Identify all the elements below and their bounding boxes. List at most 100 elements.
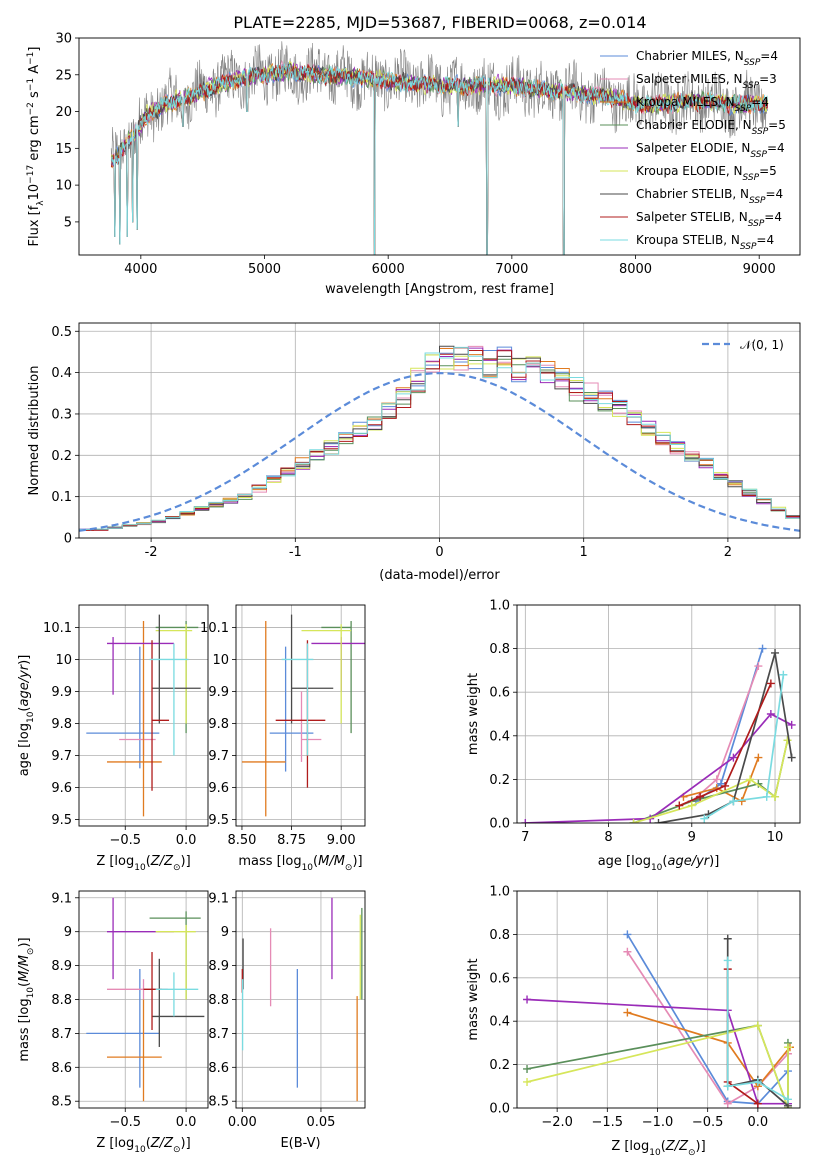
mass-vs-z-panel: −0.5 0.0 8.5 8.6 8.7 8.8 8.9 9 9.1 Z [log10(Z/Z⊙)… <box>17 890 209 1155</box>
axes-frame <box>78 890 209 1109</box>
age-vs-mass-panel: 8.50 8.75 9.00 9.5 9.6 9.7 9.8 9.9 10 10.1 mass [l… <box>200 604 366 873</box>
y-tick-label: 8.6 <box>51 1061 72 1076</box>
x-axis-label: age [log10(age/yr)] <box>598 854 720 873</box>
x-tick-label: 5000 <box>248 262 281 277</box>
weight-marker-salpeter_stelib <box>675 801 684 810</box>
y-tick-label: 0.0 <box>489 817 510 832</box>
x-tick-label: −0.5 <box>109 1115 141 1130</box>
x-tick-label: 9 <box>688 830 696 845</box>
x-tick-label: 0.00 <box>228 1115 257 1130</box>
y-tick-label: 8.9 <box>208 959 229 974</box>
weight-marker-salpeter_elodie <box>729 753 738 762</box>
y-tick-label: 9.8 <box>51 717 72 732</box>
weight-line-salpeter_elodie <box>526 998 788 1105</box>
axes-frame <box>78 322 801 539</box>
y-axis-label: mass [log10(M/M⊙)] <box>17 937 36 1061</box>
weight-marker-salpeter_stelib <box>696 792 705 801</box>
weight-marker-salpeter_miles <box>623 947 632 956</box>
x-tick-label: −1.5 <box>592 1115 624 1130</box>
y-tick-label: 9 <box>64 925 72 940</box>
weight-marker-salpeter_miles <box>712 775 721 784</box>
y-axis-label: mass weight <box>466 673 481 755</box>
y-tick-label: 8.5 <box>51 1095 72 1110</box>
weight-marker-salpeter_stelib <box>753 1099 762 1108</box>
x-tick-label: 4000 <box>124 262 157 277</box>
weight-marker-kroupa_elodie <box>783 1043 792 1052</box>
y-tick-label: 30 <box>55 32 72 47</box>
weight-marker-kroupa_stelib <box>779 670 788 679</box>
x-tick-label: 0 <box>435 545 443 560</box>
plot-area <box>86 614 201 817</box>
x-axis-label: Z [log10(Z/Z⊙)] <box>96 1136 190 1155</box>
mass-weight-vs-z-panel: −2.0 −1.5 −1.0 −0.5 0.0 0.0 0.2 0.4 0.6 0.8 1.0 Z [… <box>466 885 801 1158</box>
y-tick-label: 15 <box>55 142 72 157</box>
weight-marker-chabrier_stelib <box>654 819 663 823</box>
weight-marker-chabrier_miles <box>623 930 632 939</box>
legend-label-normal: 𝒩(0, 1) <box>740 338 784 352</box>
x-axis-label: Z [log10(Z/Z⊙)] <box>96 854 190 873</box>
plot-area <box>86 897 205 1102</box>
y-tick-label: 9.6 <box>51 781 72 796</box>
x-tick-label: −0.5 <box>692 1115 724 1130</box>
weight-marker-kroupa_stelib <box>729 797 738 806</box>
plot-area <box>241 897 363 1102</box>
x-tick-label: −1.0 <box>642 1115 674 1130</box>
y-tick-label: 9.7 <box>51 749 72 764</box>
x-axis-label: Z [log10(Z/Z⊙)] <box>611 1139 705 1158</box>
plot-area <box>241 614 365 817</box>
y-tick-label: 5 <box>64 215 72 230</box>
weight-line-salpeter_stelib <box>678 683 772 807</box>
plot-area <box>79 345 800 532</box>
weight-marker-kroupa_elodie <box>523 1077 532 1086</box>
weight-line-chabrier_elodie <box>633 740 789 823</box>
weight-line-chabrier_miles <box>626 933 789 1105</box>
weight-line-kroupa_miles <box>627 1011 791 1088</box>
weight-marker-chabrier_elodie <box>523 1064 532 1073</box>
y-tick-label: 9 <box>221 925 229 940</box>
x-tick-label: −0.5 <box>109 833 141 848</box>
weight-marker-kroupa_stelib <box>762 792 771 801</box>
y-tick-label: 0.4 <box>489 729 510 744</box>
legend-label-kroupa_stelib: Kroupa STELIB, NSSP=4 <box>636 233 774 252</box>
histogram-kroupa_stelib <box>79 346 800 530</box>
weight-line-salpeter_elodie <box>525 712 793 823</box>
figure-title: PLATE=2285, MJD=53687, FIBERID=0068, z=0… <box>233 13 646 32</box>
weight-marker-kroupa_stelib <box>753 1077 762 1086</box>
weight-marker-kroupa_elodie <box>746 775 755 784</box>
y-tick-label: 0.2 <box>489 773 510 788</box>
weight-marker-kroupa_stelib <box>723 1082 732 1091</box>
model-spectrum-kroupa_stelib <box>110 63 768 255</box>
y-tick-label: 10 <box>55 179 72 194</box>
x-axis-label: E(B-V) <box>280 1136 320 1151</box>
x-tick-label: 0.0 <box>176 1115 197 1130</box>
mass-vs-ebv-panel: 0.00 0.05 8.5 8.6 8.7 8.8 8.9 9 9.1 E(B-V) <box>208 890 366 1151</box>
y-tick-label: 9.9 <box>51 685 72 700</box>
weight-marker-salpeter_elodie <box>787 720 796 729</box>
y-tick-label: 0.8 <box>489 928 510 943</box>
legend-label-kroupa_miles: Kroupa MILES, NSSP=4 <box>636 95 769 114</box>
y-tick-label: 9.9 <box>208 685 229 700</box>
y-tick-label: 9.7 <box>208 749 229 764</box>
weight-marker-salpeter_elodie <box>766 710 775 718</box>
x-tick-label: 0.0 <box>748 1115 769 1130</box>
weight-marker-chabrier_stelib <box>787 753 796 762</box>
weight-marker-chabrier_miles <box>716 779 725 788</box>
legend-label-salpeter_elodie: Salpeter ELODIE, NSSP=4 <box>636 141 785 160</box>
plot-area <box>523 930 794 1108</box>
normal-curve <box>79 371 800 532</box>
y-tick-label: 8.7 <box>51 1027 72 1042</box>
x-tick-label: 1 <box>580 545 588 560</box>
weight-marker-kroupa_elodie <box>687 801 696 810</box>
legend-label-chabrier_elodie: Chabrier ELODIE, NSSP=5 <box>636 118 786 137</box>
x-tick-label: −2.0 <box>541 1115 573 1130</box>
y-tick-label: 9.1 <box>51 891 72 906</box>
x-tick-label: 6000 <box>372 262 405 277</box>
y-tick-label: 1.0 <box>489 885 510 900</box>
weight-line-kroupa_stelib <box>726 960 789 1101</box>
weight-marker-kroupa_elodie <box>753 1021 762 1030</box>
weight-marker-salpeter_elodie <box>523 995 532 1004</box>
y-tick-label: 1.0 <box>489 599 510 614</box>
y-tick-label: 0.6 <box>489 686 510 701</box>
x-tick-label: 8.50 <box>227 833 256 848</box>
